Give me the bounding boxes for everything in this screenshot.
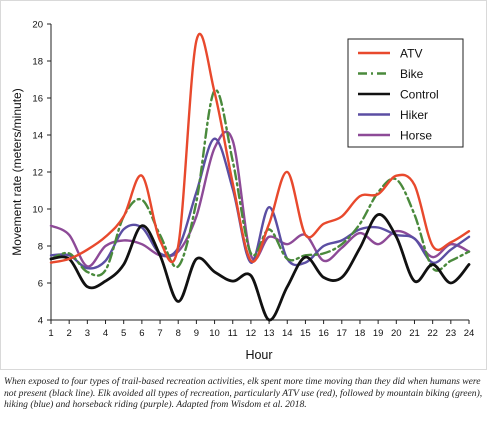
x-tick-label: 10 (209, 328, 220, 339)
legend-label-atv: ATV (400, 47, 422, 61)
chart-frame: 1 2 3 4 5 6 7 8 9 10 11 12 13 14 15 16 17 18 19 20 21 22 23 24 4… (0, 0, 487, 370)
y-tick-label: 18 (32, 57, 43, 68)
x-tick-label: 14 (282, 328, 293, 339)
x-tick-label: 8 (176, 328, 181, 339)
y-tick-label: 6 (38, 279, 43, 290)
x-tick-label: 15 (300, 328, 311, 339)
x-tick-label: 13 (264, 328, 275, 339)
y-tick-label: 10 (32, 205, 43, 216)
series-line-hiker (49, 137, 471, 270)
y-axis-label: Movement rate (meters/minute) (10, 88, 24, 255)
x-tick-label: 23 (446, 328, 457, 339)
x-tick-label: 12 (246, 328, 257, 339)
y-tick-label: 20 (32, 20, 43, 31)
y-tick-label: 8 (38, 242, 43, 253)
axes: 1 2 3 4 5 6 7 8 9 10 11 12 13 14 15 16 17 18 19 20 21 22 23 244… (32, 20, 474, 340)
x-tick-label: 19 (373, 328, 384, 339)
x-tick-label: 2 (67, 328, 72, 339)
series-line-atv (49, 32, 471, 264)
x-tick-label: 16 (318, 328, 329, 339)
x-tick-label: 21 (409, 328, 420, 339)
y-tick-label: 16 (32, 94, 43, 105)
x-tick-label: 18 (355, 328, 366, 339)
legend-label-bike: Bike (400, 67, 424, 81)
x-tick-label: 6 (139, 328, 144, 339)
x-tick-label: 24 (464, 328, 475, 339)
x-tick-label: 4 (103, 328, 108, 339)
x-tick-label: 5 (121, 328, 126, 339)
series-lines (49, 32, 471, 322)
x-tick-label: 1 (48, 328, 53, 339)
movement-rate-chart: 1 2 3 4 5 6 7 8 9 10 11 12 13 14 15 16 17 18 19 20 21 22 23 244… (10, 20, 474, 363)
figure-caption: When exposed to four types of trail-base… (4, 376, 483, 410)
legend-label-control: Control (400, 88, 439, 102)
x-tick-label: 22 (427, 328, 438, 339)
x-tick-label: 9 (194, 328, 199, 339)
series-line-control (49, 213, 471, 322)
legend-label-hiker: Hiker (400, 108, 428, 122)
y-tick-label: 14 (32, 131, 43, 142)
x-tick-label: 20 (391, 328, 402, 339)
x-tick-label: 11 (228, 328, 238, 339)
legend-label-horse: Horse (400, 129, 432, 143)
x-tick-label: 3 (85, 328, 90, 339)
legend: ATV Bike Control Hiker Horse (347, 38, 464, 148)
x-tick-label: 17 (336, 328, 347, 339)
y-tick-label: 12 (32, 168, 43, 179)
x-axis-label: Hour (245, 348, 272, 362)
y-tick-label: 4 (38, 316, 43, 327)
x-tick-label: 7 (157, 328, 162, 339)
